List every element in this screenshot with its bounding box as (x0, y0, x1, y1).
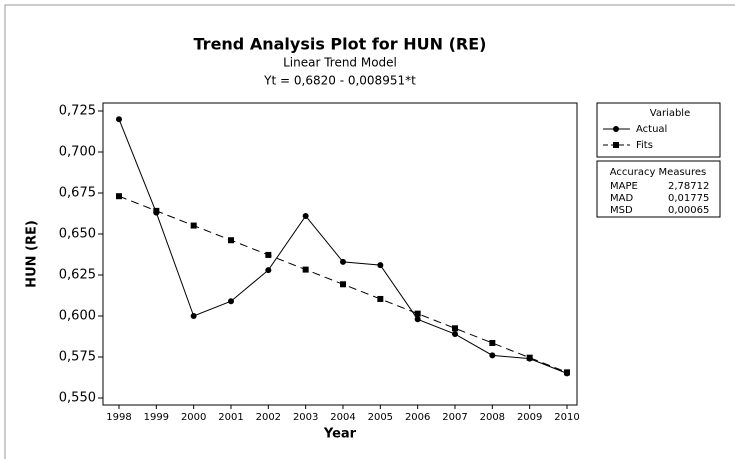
x-tick-label: 2009 (517, 412, 542, 423)
x-tick-label: 1999 (144, 412, 169, 423)
x-tick-label: 2010 (554, 412, 579, 423)
x-tick-label: 2005 (368, 412, 393, 423)
data-point (190, 313, 197, 319)
data-point (452, 325, 458, 332)
x-tick-label: 2001 (218, 412, 243, 423)
data-point (228, 237, 234, 244)
accuracy-box (596, 160, 721, 218)
x-tick-label: 2007 (442, 412, 467, 423)
y-tick-label: 0,700 (59, 145, 96, 160)
data-point (265, 267, 272, 274)
chart-title: Trend Analysis Plot for HUN (RE) (194, 35, 487, 54)
data-point (489, 352, 496, 359)
accuracy-value: 0,00065 (668, 205, 709, 216)
accuracy-value: 2,78712 (668, 181, 709, 192)
data-point (302, 212, 309, 219)
y-tick-label: 0,600 (59, 309, 96, 324)
legend-label: Actual (636, 124, 667, 135)
y-tick-label: 0,675 (59, 186, 96, 201)
x-tick-label: 2006 (405, 412, 430, 423)
data-point (526, 354, 533, 361)
data-point (564, 369, 570, 376)
x-tick-label: 2003 (293, 412, 318, 423)
data-point (414, 316, 421, 323)
x-axis-label: Year (323, 427, 357, 442)
data-point (340, 281, 346, 288)
data-point (190, 222, 197, 229)
chart-subtitle: Linear Trend Model (283, 56, 397, 70)
data-point (265, 251, 272, 258)
data-point (116, 116, 122, 123)
x-tick-label: 2004 (330, 412, 355, 423)
data-point (116, 193, 122, 200)
data-point (340, 258, 346, 265)
data-point (414, 310, 421, 317)
equation: Yt = 0,6820 - 0,008951*t (263, 74, 416, 88)
y-tick-label: 0,550 (59, 391, 96, 406)
accuracy-name: MAD (610, 193, 633, 204)
y-axis-label: HUN (RE) (25, 220, 40, 288)
accuracy-value: 0,01775 (668, 193, 709, 204)
accuracy-name: MSD (610, 205, 633, 216)
data-point (452, 331, 458, 338)
data-point (153, 207, 160, 214)
x-tick-label: 2008 (480, 412, 505, 423)
legend-marker (613, 126, 619, 132)
y-tick-label: 0,575 (59, 350, 96, 365)
data-point (377, 295, 384, 302)
legend-box (596, 102, 721, 158)
legend-label: Fits (636, 140, 653, 151)
data-point (302, 266, 309, 273)
data-point (377, 262, 384, 269)
legend-title: Variable (650, 108, 691, 119)
chart-frame (4, 4, 735, 459)
accuracy-title: Accuracy Measures (610, 167, 707, 178)
x-tick-label: 2000 (181, 412, 206, 423)
y-tick-label: 0,650 (59, 227, 96, 242)
data-point (228, 298, 234, 305)
accuracy-name: MAPE (610, 181, 638, 192)
x-tick-label: 2002 (256, 412, 281, 423)
legend-marker (613, 142, 619, 148)
data-point (489, 339, 496, 346)
y-tick-label: 0,625 (59, 268, 96, 283)
x-tick-label: 1998 (106, 412, 131, 423)
y-tick-label: 0,725 (59, 104, 96, 119)
plot-frame (102, 102, 578, 406)
